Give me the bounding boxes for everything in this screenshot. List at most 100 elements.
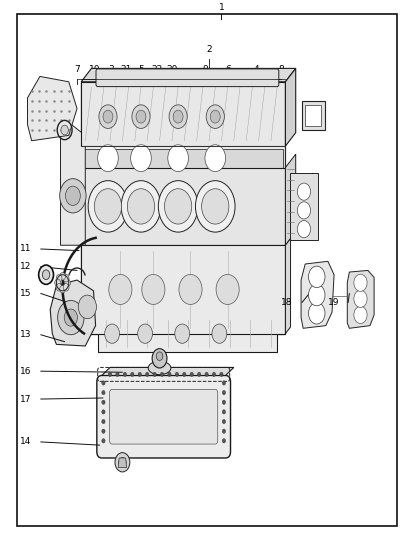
Circle shape bbox=[206, 105, 224, 129]
Text: 7: 7 bbox=[74, 65, 80, 74]
Circle shape bbox=[102, 429, 105, 433]
Circle shape bbox=[59, 286, 65, 293]
Circle shape bbox=[131, 372, 134, 377]
Circle shape bbox=[102, 420, 105, 424]
Text: 16: 16 bbox=[20, 367, 31, 376]
Circle shape bbox=[132, 105, 150, 129]
Circle shape bbox=[138, 324, 152, 343]
Circle shape bbox=[175, 372, 178, 377]
Polygon shape bbox=[118, 458, 126, 468]
Circle shape bbox=[127, 189, 154, 224]
Polygon shape bbox=[289, 173, 318, 240]
Circle shape bbox=[297, 183, 310, 200]
Bar bbox=[304, 105, 320, 126]
Polygon shape bbox=[285, 238, 290, 334]
Circle shape bbox=[204, 372, 208, 377]
Circle shape bbox=[201, 189, 228, 224]
Circle shape bbox=[138, 372, 141, 377]
Circle shape bbox=[97, 145, 118, 172]
Circle shape bbox=[152, 372, 156, 377]
Polygon shape bbox=[50, 280, 95, 346]
Text: 15: 15 bbox=[20, 289, 31, 298]
Circle shape bbox=[102, 400, 105, 405]
Circle shape bbox=[353, 274, 366, 292]
Circle shape bbox=[145, 372, 148, 377]
Circle shape bbox=[102, 391, 105, 395]
Circle shape bbox=[56, 284, 62, 291]
Text: 11: 11 bbox=[20, 244, 31, 253]
Polygon shape bbox=[97, 301, 287, 315]
Text: 19: 19 bbox=[327, 298, 338, 307]
Circle shape bbox=[204, 145, 225, 172]
Text: 1: 1 bbox=[218, 3, 224, 12]
Circle shape bbox=[219, 372, 223, 377]
Circle shape bbox=[152, 349, 166, 368]
Circle shape bbox=[169, 105, 187, 129]
Circle shape bbox=[222, 391, 225, 395]
Circle shape bbox=[63, 274, 69, 282]
Circle shape bbox=[297, 202, 310, 219]
Circle shape bbox=[222, 400, 225, 405]
Circle shape bbox=[222, 429, 225, 433]
Circle shape bbox=[353, 306, 366, 323]
Circle shape bbox=[222, 420, 225, 424]
Circle shape bbox=[308, 285, 324, 306]
Circle shape bbox=[116, 372, 119, 377]
Text: 6: 6 bbox=[225, 65, 231, 74]
Circle shape bbox=[167, 145, 188, 172]
Bar bbox=[301, 101, 324, 130]
Polygon shape bbox=[347, 271, 373, 328]
Circle shape bbox=[156, 352, 162, 360]
Circle shape bbox=[142, 274, 164, 305]
Text: 5: 5 bbox=[138, 65, 143, 74]
Circle shape bbox=[109, 274, 132, 305]
Text: 20: 20 bbox=[166, 65, 178, 74]
Circle shape bbox=[99, 105, 117, 129]
Circle shape bbox=[121, 181, 160, 232]
Bar bbox=[97, 315, 276, 352]
Text: 13: 13 bbox=[20, 330, 31, 339]
Circle shape bbox=[167, 372, 171, 377]
Circle shape bbox=[88, 181, 128, 232]
Circle shape bbox=[308, 302, 324, 324]
Circle shape bbox=[158, 181, 197, 232]
Circle shape bbox=[308, 266, 324, 288]
Text: 4: 4 bbox=[253, 65, 259, 74]
Circle shape bbox=[131, 145, 151, 172]
Circle shape bbox=[173, 110, 183, 123]
Polygon shape bbox=[27, 76, 77, 141]
Circle shape bbox=[59, 179, 86, 213]
Bar bbox=[81, 245, 285, 334]
Circle shape bbox=[222, 438, 225, 443]
Circle shape bbox=[353, 291, 366, 307]
Circle shape bbox=[61, 125, 68, 135]
Circle shape bbox=[212, 372, 215, 377]
Circle shape bbox=[210, 110, 220, 123]
Circle shape bbox=[222, 381, 225, 385]
Circle shape bbox=[78, 295, 96, 318]
FancyBboxPatch shape bbox=[109, 390, 217, 444]
Circle shape bbox=[65, 186, 80, 206]
Polygon shape bbox=[81, 68, 295, 82]
Text: 22: 22 bbox=[151, 65, 162, 74]
Circle shape bbox=[108, 372, 112, 377]
Circle shape bbox=[216, 274, 239, 305]
Circle shape bbox=[94, 189, 121, 224]
Circle shape bbox=[103, 110, 113, 123]
Circle shape bbox=[297, 221, 310, 238]
Text: 12: 12 bbox=[20, 262, 31, 271]
Circle shape bbox=[64, 309, 77, 326]
Text: 18: 18 bbox=[281, 298, 292, 307]
Circle shape bbox=[115, 452, 130, 472]
Circle shape bbox=[64, 279, 70, 287]
Circle shape bbox=[164, 189, 191, 224]
Polygon shape bbox=[60, 119, 85, 245]
Circle shape bbox=[182, 372, 185, 377]
Circle shape bbox=[178, 274, 202, 305]
Text: 8: 8 bbox=[278, 65, 283, 74]
FancyBboxPatch shape bbox=[97, 376, 230, 458]
Polygon shape bbox=[102, 367, 233, 376]
Bar bbox=[81, 82, 285, 146]
Text: 17: 17 bbox=[20, 394, 31, 404]
Text: 3: 3 bbox=[108, 65, 114, 74]
